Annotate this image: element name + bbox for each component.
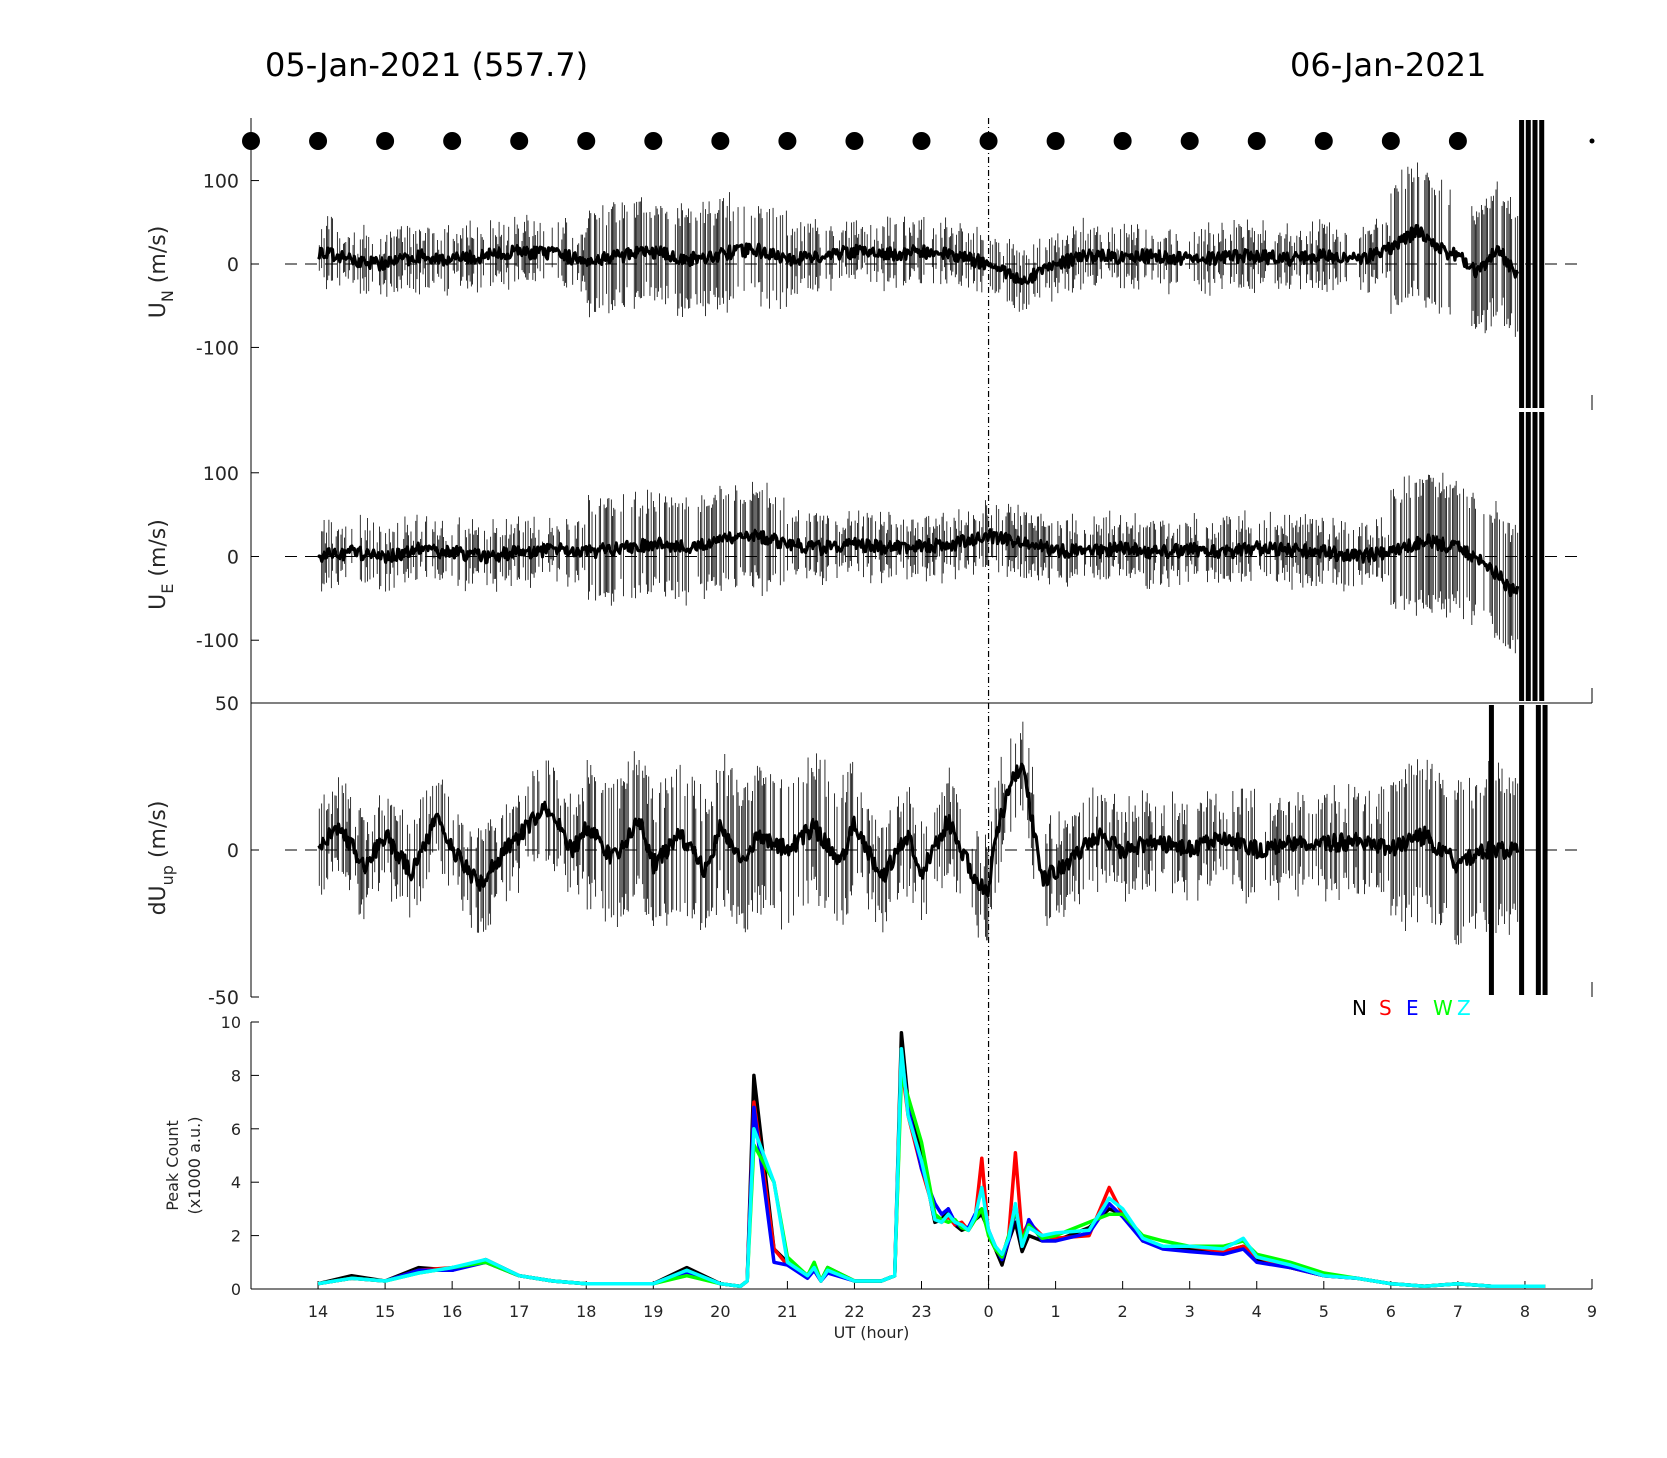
xtick-label-peak: 15 — [375, 1302, 395, 1321]
xtick-label-peak: 18 — [576, 1302, 596, 1321]
ytick-label-peak: 8 — [231, 1066, 241, 1085]
time-dot — [443, 132, 462, 150]
xtick-label-peak: 4 — [1252, 1302, 1262, 1321]
ytick-label-dUup: 50 — [215, 693, 239, 715]
xtick-label-peak: 2 — [1118, 1302, 1128, 1321]
series-line-UN — [317, 224, 1520, 286]
legend-entry-W: W — [1433, 996, 1453, 1020]
xtick-label-peak: 23 — [911, 1302, 931, 1321]
time-dot — [1448, 132, 1467, 150]
time-dot — [309, 132, 328, 150]
time-dot — [376, 132, 395, 150]
xtick-label-peak: 7 — [1453, 1302, 1463, 1321]
time-dot — [1180, 132, 1199, 150]
legend-entry-E: E — [1406, 996, 1419, 1020]
series-line-UE — [316, 528, 1520, 597]
ytick-label-UN: -100 — [196, 337, 239, 359]
series-line-N — [317, 1030, 1546, 1289]
xtick-label-peak: 17 — [509, 1302, 529, 1321]
ytick-label-peak: 10 — [221, 1013, 241, 1032]
series-line-W — [317, 1073, 1546, 1289]
ylabel-dUup: dUup (m/s) — [146, 801, 177, 916]
xtick-label-peak: 3 — [1185, 1302, 1195, 1321]
legend-entry-Z: Z — [1457, 996, 1471, 1020]
time-dot — [711, 132, 730, 150]
xtick-label-peak: 14 — [308, 1302, 328, 1321]
xtick-label-peak: 19 — [643, 1302, 663, 1321]
ytick-label-UE: 0 — [227, 547, 239, 569]
xtick-label-peak: 22 — [844, 1302, 864, 1321]
series-line-dUup — [317, 762, 1520, 898]
xtick-label-peak: 5 — [1319, 1302, 1329, 1321]
time-dot — [510, 132, 529, 150]
time-dot — [1046, 132, 1065, 150]
xtick-label-peak: 6 — [1386, 1302, 1396, 1321]
time-dot — [242, 132, 260, 150]
ytick-label-peak: 0 — [231, 1280, 241, 1299]
time-dot — [845, 132, 864, 150]
time-dot — [1247, 132, 1266, 150]
time-dot — [1589, 138, 1595, 144]
time-dot — [912, 132, 931, 150]
time-dot — [1381, 132, 1400, 150]
xtick-label-peak: 9 — [1587, 1302, 1597, 1321]
ytick-label-UN: 100 — [203, 171, 239, 193]
series-line-S — [317, 1060, 1546, 1289]
ytick-label-UE: -100 — [196, 630, 239, 652]
ytick-label-UE: 100 — [203, 463, 239, 485]
series-line-E — [317, 1052, 1546, 1289]
time-dot — [644, 132, 663, 150]
ylabel-peak-line2: (x1000 a.u.) — [185, 1117, 204, 1215]
legend-entry-N: N — [1352, 996, 1367, 1020]
left-title: 05-Jan-2021 (557.7) — [265, 46, 588, 84]
ytick-label-peak: 4 — [231, 1173, 241, 1192]
xtick-label-peak: 20 — [710, 1302, 730, 1321]
ytick-label-UN: 0 — [227, 254, 239, 276]
time-dot — [778, 132, 797, 150]
ylabel-UN: UN (m/s) — [146, 226, 177, 319]
ytick-label-dUup: -50 — [208, 987, 239, 1009]
ylabel-peak-line1: Peak Count — [163, 1120, 182, 1211]
right-title: 06-Jan-2021 — [1290, 46, 1486, 84]
xtick-label-peak: 21 — [777, 1302, 797, 1321]
ytick-label-peak: 6 — [231, 1120, 241, 1139]
xtick-label-peak: 8 — [1520, 1302, 1530, 1321]
xtick-label-peak: 1 — [1051, 1302, 1061, 1321]
x-axis-label: UT (hour) — [834, 1323, 910, 1342]
time-dot — [1314, 132, 1333, 150]
series-line-Z — [317, 1046, 1546, 1289]
time-dot — [1113, 132, 1132, 150]
ytick-label-dUup: 0 — [227, 840, 239, 862]
ylabel-UE: UE (m/s) — [146, 519, 177, 610]
legend-entry-S: S — [1379, 996, 1392, 1020]
xtick-label-peak: 0 — [983, 1302, 993, 1321]
marks-group — [242, 120, 1595, 1289]
time-dot — [979, 132, 998, 150]
ytick-label-peak: 2 — [231, 1227, 241, 1246]
time-dot — [577, 132, 596, 150]
xtick-label-peak: 16 — [442, 1302, 462, 1321]
